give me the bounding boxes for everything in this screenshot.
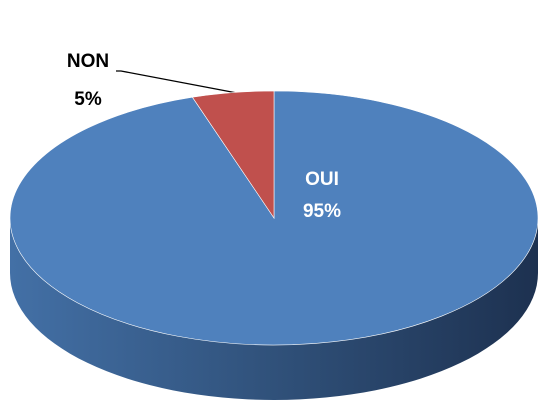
- slice-value-label: 95%: [303, 201, 341, 222]
- slice-label: OUI: [305, 169, 339, 190]
- pie-side: [10, 218, 538, 400]
- leader-line: [116, 70, 238, 94]
- slice-label: NON: [67, 51, 109, 72]
- pie-slice: [191, 90, 275, 219]
- slice-value-label: 5%: [74, 89, 102, 110]
